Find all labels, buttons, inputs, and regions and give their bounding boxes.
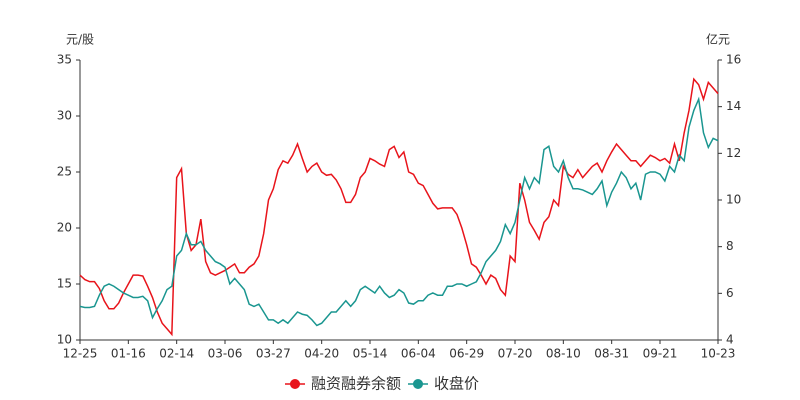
y2-tick-label: 14 bbox=[726, 99, 741, 113]
legend-label: 融资融券余额 bbox=[311, 375, 401, 393]
y-axis-title: 元/股 bbox=[66, 33, 94, 47]
y-tick-label: 10 bbox=[57, 333, 72, 347]
x-tick-label: 04-20 bbox=[304, 347, 339, 361]
y2-tick-label: 8 bbox=[726, 239, 734, 253]
y2-tick-label: 10 bbox=[726, 193, 741, 207]
y-tick-label: 35 bbox=[57, 53, 72, 67]
x-tick-label: 08-31 bbox=[594, 347, 629, 361]
series-line bbox=[79, 77, 719, 337]
y-tick-label: 30 bbox=[57, 109, 72, 123]
x-tick-label: 12-25 bbox=[63, 347, 98, 361]
x-tick-label: 02-14 bbox=[159, 347, 194, 361]
x-tick-label: 05-14 bbox=[353, 347, 388, 361]
y-tick-label: 15 bbox=[57, 277, 72, 291]
y2-axis-title: 亿元 bbox=[706, 32, 730, 47]
x-tick-label: 08-10 bbox=[546, 347, 581, 361]
legend-marker bbox=[413, 379, 423, 389]
y2-tick-label: 16 bbox=[726, 53, 741, 67]
x-tick-label: 06-04 bbox=[401, 347, 436, 361]
y-tick-label: 20 bbox=[57, 221, 72, 235]
legend-label: 收盘价 bbox=[434, 375, 479, 393]
x-tick-label: 09-21 bbox=[643, 347, 678, 361]
series-line bbox=[79, 96, 719, 327]
x-tick-label: 06-29 bbox=[449, 347, 484, 361]
y2-tick-label: 6 bbox=[726, 286, 734, 300]
y2-tick-label: 4 bbox=[726, 333, 734, 347]
x-tick-label: 10-23 bbox=[701, 347, 736, 361]
x-tick-label: 03-06 bbox=[208, 347, 243, 361]
legend-marker bbox=[290, 379, 300, 389]
x-tick-label: 01-16 bbox=[111, 347, 146, 361]
x-tick-label: 07-20 bbox=[498, 347, 533, 361]
y-tick-label: 25 bbox=[57, 165, 72, 179]
y2-tick-label: 12 bbox=[726, 146, 741, 160]
x-tick-label: 03-27 bbox=[256, 347, 291, 361]
